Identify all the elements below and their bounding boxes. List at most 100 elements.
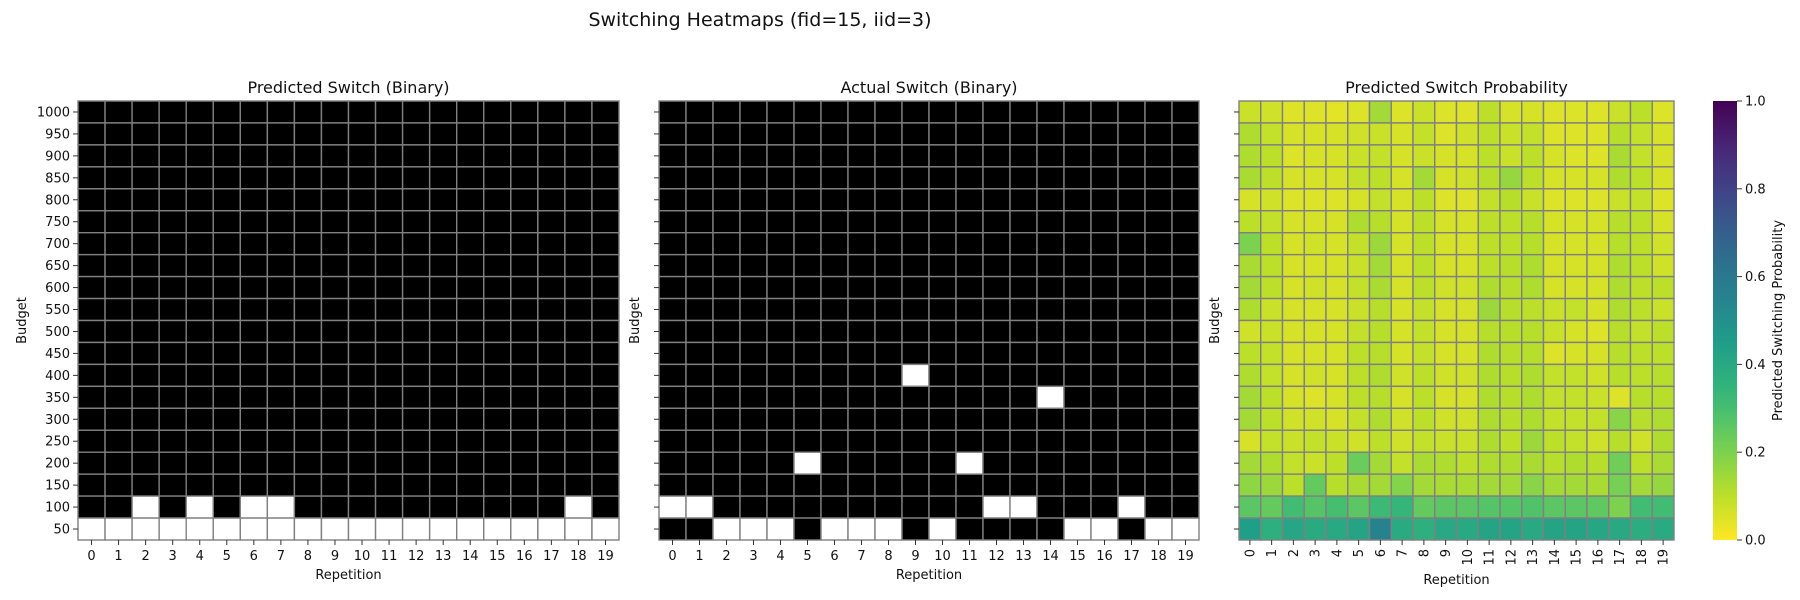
- heatmap-cell: [293, 495, 323, 519]
- heatmap-cell: [1303, 319, 1327, 344]
- heatmap-cell: [1090, 188, 1119, 212]
- heatmap-cell: [1238, 341, 1262, 366]
- heatmap-cell: [131, 363, 160, 388]
- heatmap-cell: [1390, 385, 1414, 410]
- heatmap-cell: [766, 429, 795, 453]
- heatmap-cell: [239, 253, 269, 278]
- heatmap-cell: [1063, 297, 1092, 322]
- heatmap-cell: [401, 188, 431, 212]
- heatmap-cell: [1009, 100, 1038, 124]
- heatmap-cell: [766, 363, 795, 388]
- heatmap-cell: [77, 517, 106, 541]
- x-tick-label: 18: [1150, 549, 1167, 564]
- heatmap-cell: [1499, 407, 1523, 431]
- heatmap-cell: [1521, 275, 1545, 300]
- heatmap-cell: [820, 188, 849, 212]
- heatmap-cell: [1117, 517, 1146, 541]
- heatmap-cell: [77, 275, 106, 300]
- heatmap-cell: [1347, 297, 1371, 322]
- heatmap-cell: [1651, 166, 1675, 190]
- heatmap-cell: [1434, 319, 1458, 344]
- heatmap-cell: [1063, 166, 1092, 190]
- heatmap-cell: [510, 144, 539, 168]
- heatmap-cell: [1260, 297, 1284, 322]
- heatmap-cell: [374, 144, 404, 168]
- heatmap-cell: [1412, 429, 1436, 453]
- heatmap-cell: [1521, 188, 1545, 212]
- heatmap-cell: [537, 122, 566, 146]
- heatmap-cell: [658, 495, 687, 519]
- heatmap-cell: [564, 473, 593, 497]
- heatmap-cell: [1651, 319, 1675, 344]
- heatmap-cell: [591, 495, 620, 519]
- heatmap-cell: [320, 473, 350, 497]
- heatmap-cell: [1586, 275, 1610, 300]
- heatmap-cell: [1368, 253, 1392, 278]
- heatmap-cell: [320, 341, 350, 366]
- heatmap-cell: [374, 166, 404, 190]
- heatmap-cell: [1477, 429, 1501, 453]
- y-tick-label: 250: [45, 435, 70, 450]
- heatmap-cell: [131, 253, 160, 278]
- heatmap-cell: [401, 319, 431, 344]
- heatmap-cell: [712, 122, 741, 146]
- heatmap-cell: [131, 495, 160, 519]
- heatmap-cell: [1171, 100, 1200, 124]
- x-tick-label: 17: [543, 549, 560, 564]
- heatmap-cell: [537, 319, 566, 344]
- heatmap-cell: [1117, 231, 1146, 256]
- heatmap-cell: [320, 385, 350, 410]
- heatmap-cell: [428, 341, 458, 366]
- heatmap-cell: [1117, 253, 1146, 278]
- heatmap-cell: [1303, 297, 1327, 322]
- heatmap-cell: [1651, 517, 1675, 541]
- heatmap-cell: [1477, 407, 1501, 431]
- heatmap-cell: [266, 166, 296, 190]
- heatmap-cell: [766, 188, 795, 212]
- heatmap-cell: [1477, 363, 1501, 388]
- heatmap-cell: [847, 385, 876, 410]
- x-tick-label: 10: [934, 549, 951, 564]
- heatmap-cell: [766, 144, 795, 168]
- heatmap-cell: [1434, 253, 1458, 278]
- heatmap-cell: [874, 210, 903, 234]
- heatmap-cell: [1455, 341, 1479, 366]
- heatmap-cell: [928, 517, 957, 541]
- heatmap-cell: [820, 122, 849, 146]
- heatmap-cell: [847, 319, 876, 344]
- heatmap-cell: [428, 297, 458, 322]
- heatmap-cell: [1347, 188, 1371, 212]
- heatmap-cell: [1063, 429, 1092, 453]
- heatmap-cell: [793, 363, 822, 388]
- heatmap-cell: [131, 100, 160, 124]
- colorbar-tick-label: 0.0: [1745, 534, 1766, 549]
- heatmap-cell: [456, 231, 485, 256]
- heatmap-cell: [401, 144, 431, 168]
- heatmap-cell: [212, 319, 241, 344]
- heatmap-cell: [1009, 122, 1038, 146]
- heatmap-cell: [1542, 166, 1566, 190]
- heatmap-cell: [1063, 210, 1092, 234]
- heatmap-cell: [185, 210, 214, 234]
- y-tick-label: 450: [45, 347, 70, 362]
- heatmap-cell: [685, 495, 714, 519]
- heatmap-cell: [591, 451, 620, 475]
- heatmap-cell: [658, 210, 687, 234]
- heatmap-cell: [320, 188, 350, 212]
- heatmap-cell: [1564, 253, 1588, 278]
- heatmap-cell: [564, 407, 593, 431]
- heatmap-cell: [456, 144, 485, 168]
- heatmap-cell: [1325, 495, 1349, 519]
- heatmap-cell: [1090, 363, 1119, 388]
- heatmap-cell: [537, 253, 566, 278]
- heatmap-cell: [591, 363, 620, 388]
- heatmap-cell: [591, 122, 620, 146]
- heatmap-cell: [564, 297, 593, 322]
- heatmap-cell: [428, 363, 458, 388]
- heatmap-cell: [1651, 495, 1675, 519]
- heatmap-cell: [1477, 144, 1501, 168]
- heatmap-cell: [1347, 451, 1371, 475]
- heatmap-cell: [712, 429, 741, 453]
- heatmap-cell: [428, 231, 458, 256]
- heatmap-cell: [793, 429, 822, 453]
